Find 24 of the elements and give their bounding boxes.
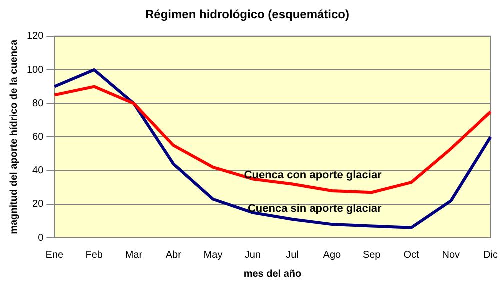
series-label: Cuenca con aporte glaciar: [244, 169, 383, 182]
y-tick-label: 120: [26, 31, 44, 42]
y-axis-title: magnitud del aporte hídrico de la cuenca: [8, 40, 20, 234]
x-tick-label: Jul: [286, 250, 299, 261]
chart-title: Régimen hidrológico (esquemático): [145, 8, 350, 22]
y-tick-label: 20: [32, 199, 44, 210]
x-tick-label: Ene: [46, 250, 64, 261]
x-tick-label: Oct: [404, 250, 420, 261]
x-tick-label: Nov: [442, 250, 460, 261]
x-tick-label: May: [204, 250, 223, 261]
x-tick-label: Feb: [86, 250, 104, 261]
x-tick-label: Jun: [244, 250, 261, 261]
y-tick-label: 60: [32, 132, 44, 143]
x-tick-label: Ago: [323, 250, 342, 261]
y-tick-label: 40: [32, 166, 44, 177]
x-axis-title: mes del año: [244, 268, 302, 280]
x-tick-label: Sep: [362, 250, 382, 261]
x-tick-label: Abr: [166, 250, 182, 261]
y-tick-label: 0: [38, 232, 44, 244]
y-tick-label: 100: [26, 64, 44, 76]
x-tick-label: Dic: [484, 250, 498, 261]
y-tick-label: 80: [32, 98, 44, 110]
series-label: Cuenca sin aporte glaciar: [248, 202, 383, 215]
x-tick-label: Mar: [125, 250, 144, 261]
